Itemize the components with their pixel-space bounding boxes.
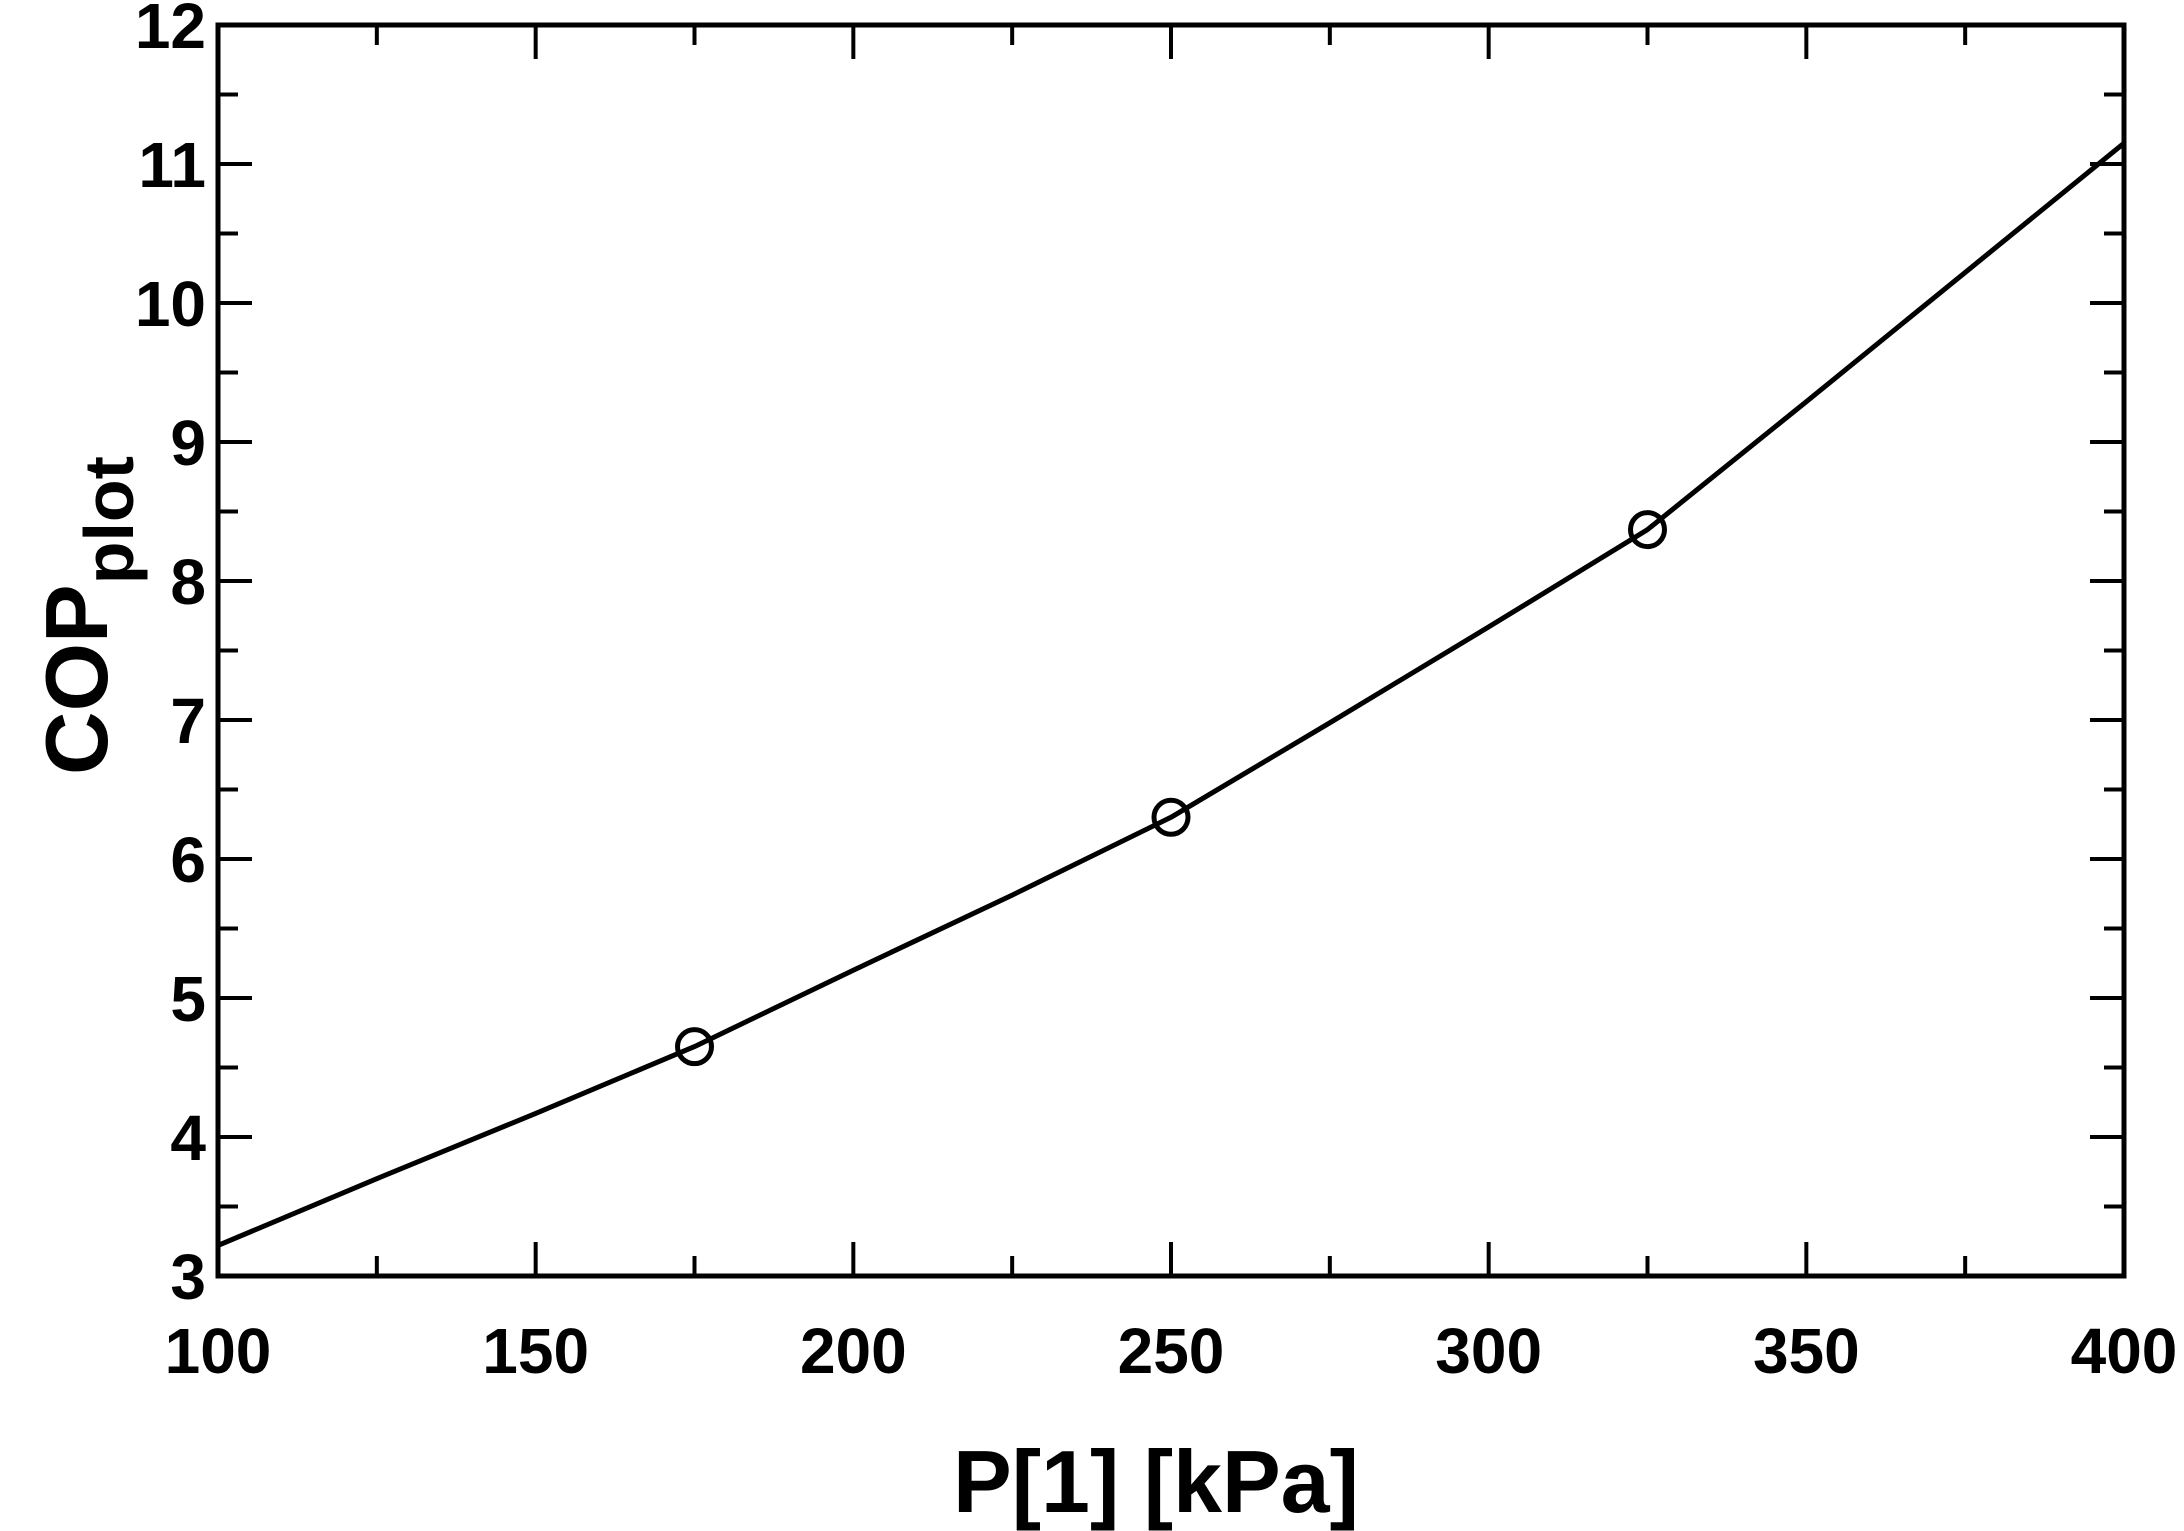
y-axis-title: COPplot bbox=[27, 456, 148, 775]
x-tick-label: 200 bbox=[800, 1315, 907, 1387]
marker-layer bbox=[675, 510, 1667, 1067]
x-axis-title: P[1] [kPa] bbox=[953, 1432, 1359, 1531]
x-tick-label: 250 bbox=[1118, 1315, 1225, 1387]
x-tick-label: 400 bbox=[2071, 1315, 2178, 1387]
x-tick-label: 100 bbox=[165, 1315, 272, 1387]
y-axis-title-main: COP bbox=[27, 584, 126, 775]
x-tick-label: 150 bbox=[482, 1315, 589, 1387]
y-tick-label: 4 bbox=[170, 1102, 206, 1174]
series-line bbox=[217, 141, 2126, 1248]
y-tick-label: 10 bbox=[135, 268, 206, 340]
x-tick-label: 300 bbox=[1435, 1315, 1542, 1387]
y-tick-label: 6 bbox=[170, 824, 206, 896]
data-point-marker bbox=[1151, 797, 1191, 837]
plot-frame bbox=[215, 22, 2127, 1279]
series-layer bbox=[217, 141, 2126, 1248]
y-axis-title-subscript: plot bbox=[70, 456, 148, 584]
y-tick-label: 12 bbox=[135, 0, 206, 62]
tick-labels: 100 150 200 250 300 350 400 3 4 5 6 7 8 9 10 11 12 bbox=[135, 0, 2178, 1387]
data-point-marker bbox=[675, 1027, 714, 1067]
x-tick-label: 350 bbox=[1753, 1315, 1860, 1387]
y-tick-label: 3 bbox=[170, 1241, 206, 1313]
y-tick-label: 9 bbox=[170, 407, 206, 479]
data-point-marker bbox=[1628, 510, 1667, 550]
y-tick-label: 11 bbox=[138, 129, 206, 201]
axis-ticks bbox=[216, 23, 2126, 1278]
y-tick-label: 5 bbox=[170, 963, 206, 1035]
y-tick-label: 8 bbox=[170, 546, 206, 618]
y-tick-label: 7 bbox=[170, 685, 206, 757]
